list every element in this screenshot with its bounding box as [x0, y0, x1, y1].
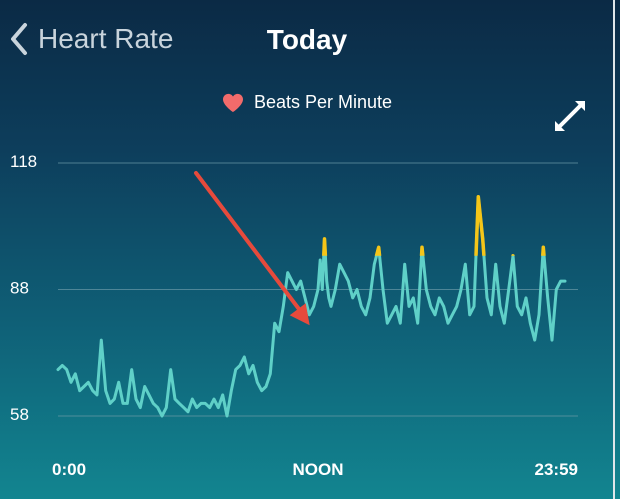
y-tick-label: 58 — [10, 405, 29, 424]
frame-edge — [613, 0, 615, 499]
chart-legend: Beats Per Minute — [0, 92, 614, 113]
x-tick-label: NOON — [293, 460, 344, 479]
heart-rate-line — [56, 195, 567, 418]
heart-rate-peak-highlight — [322, 194, 546, 256]
legend-label: Beats Per Minute — [253, 92, 393, 112]
page-title: Today — [266, 24, 348, 55]
chevron-left-icon — [11, 23, 27, 55]
heart-icon — [222, 93, 243, 112]
expand-icon[interactable] — [554, 100, 586, 132]
back-label: Heart Rate — [38, 23, 174, 54]
x-tick-label: 0:00 — [52, 460, 86, 479]
top-bar: Heart Rate Today — [0, 0, 620, 80]
y-tick-label: 118 — [10, 152, 37, 171]
y-tick-label: 88 — [10, 279, 29, 298]
annotation-arrow-head — [289, 303, 310, 326]
back-button[interactable]: Heart Rate — [8, 22, 173, 56]
annotation-arrow-shaft — [194, 171, 306, 318]
x-tick-label: 23:59 — [535, 460, 578, 479]
